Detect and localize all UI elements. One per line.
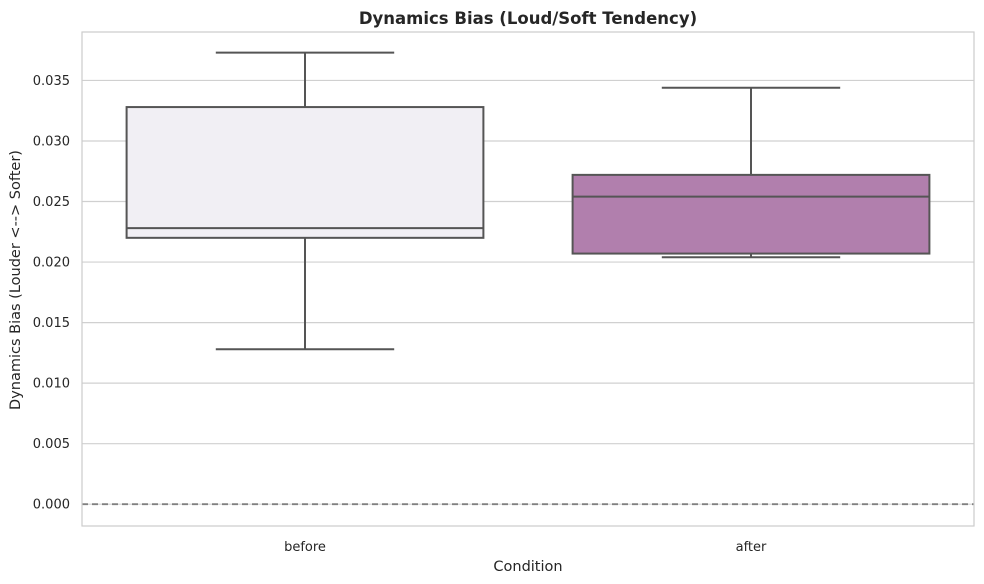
y-tick-label-4: 0.020	[33, 256, 70, 271]
box-after	[571, 86, 931, 259]
plot-frame	[81, 31, 975, 527]
x-tick-label-before: before	[284, 540, 326, 555]
y-tick-label-3: 0.015	[33, 316, 70, 331]
y-tick-label-1: 0.005	[33, 437, 70, 452]
y-tick-label-2: 0.010	[33, 377, 70, 392]
y-tick-label-0: 0.000	[33, 498, 70, 513]
y-tick-label-6: 0.030	[33, 134, 70, 149]
chart-title: Dynamics Bias (Loud/Soft Tendency)	[359, 9, 697, 28]
iqr-box-after	[571, 173, 931, 255]
x-tick-labels: before after	[284, 540, 767, 555]
gridlines	[82, 79, 974, 505]
plot-area: 0.000 0.005 0.010 0.015 0.020 0.025 0.030 0.035…	[33, 31, 975, 555]
box-before	[125, 51, 485, 351]
iqr-box-before	[125, 106, 485, 239]
x-tick-label-after: after	[736, 540, 767, 555]
x-axis-label: Condition	[493, 559, 562, 575]
y-tick-label-5: 0.025	[33, 195, 70, 210]
y-tick-label-7: 0.035	[33, 74, 70, 89]
y-axis-label: Dynamics Bias (Louder <--> Softer)	[8, 150, 24, 410]
y-tick-labels: 0.000 0.005 0.010 0.015 0.020 0.025 0.030 0.035	[33, 74, 70, 513]
boxes-group	[125, 51, 931, 351]
